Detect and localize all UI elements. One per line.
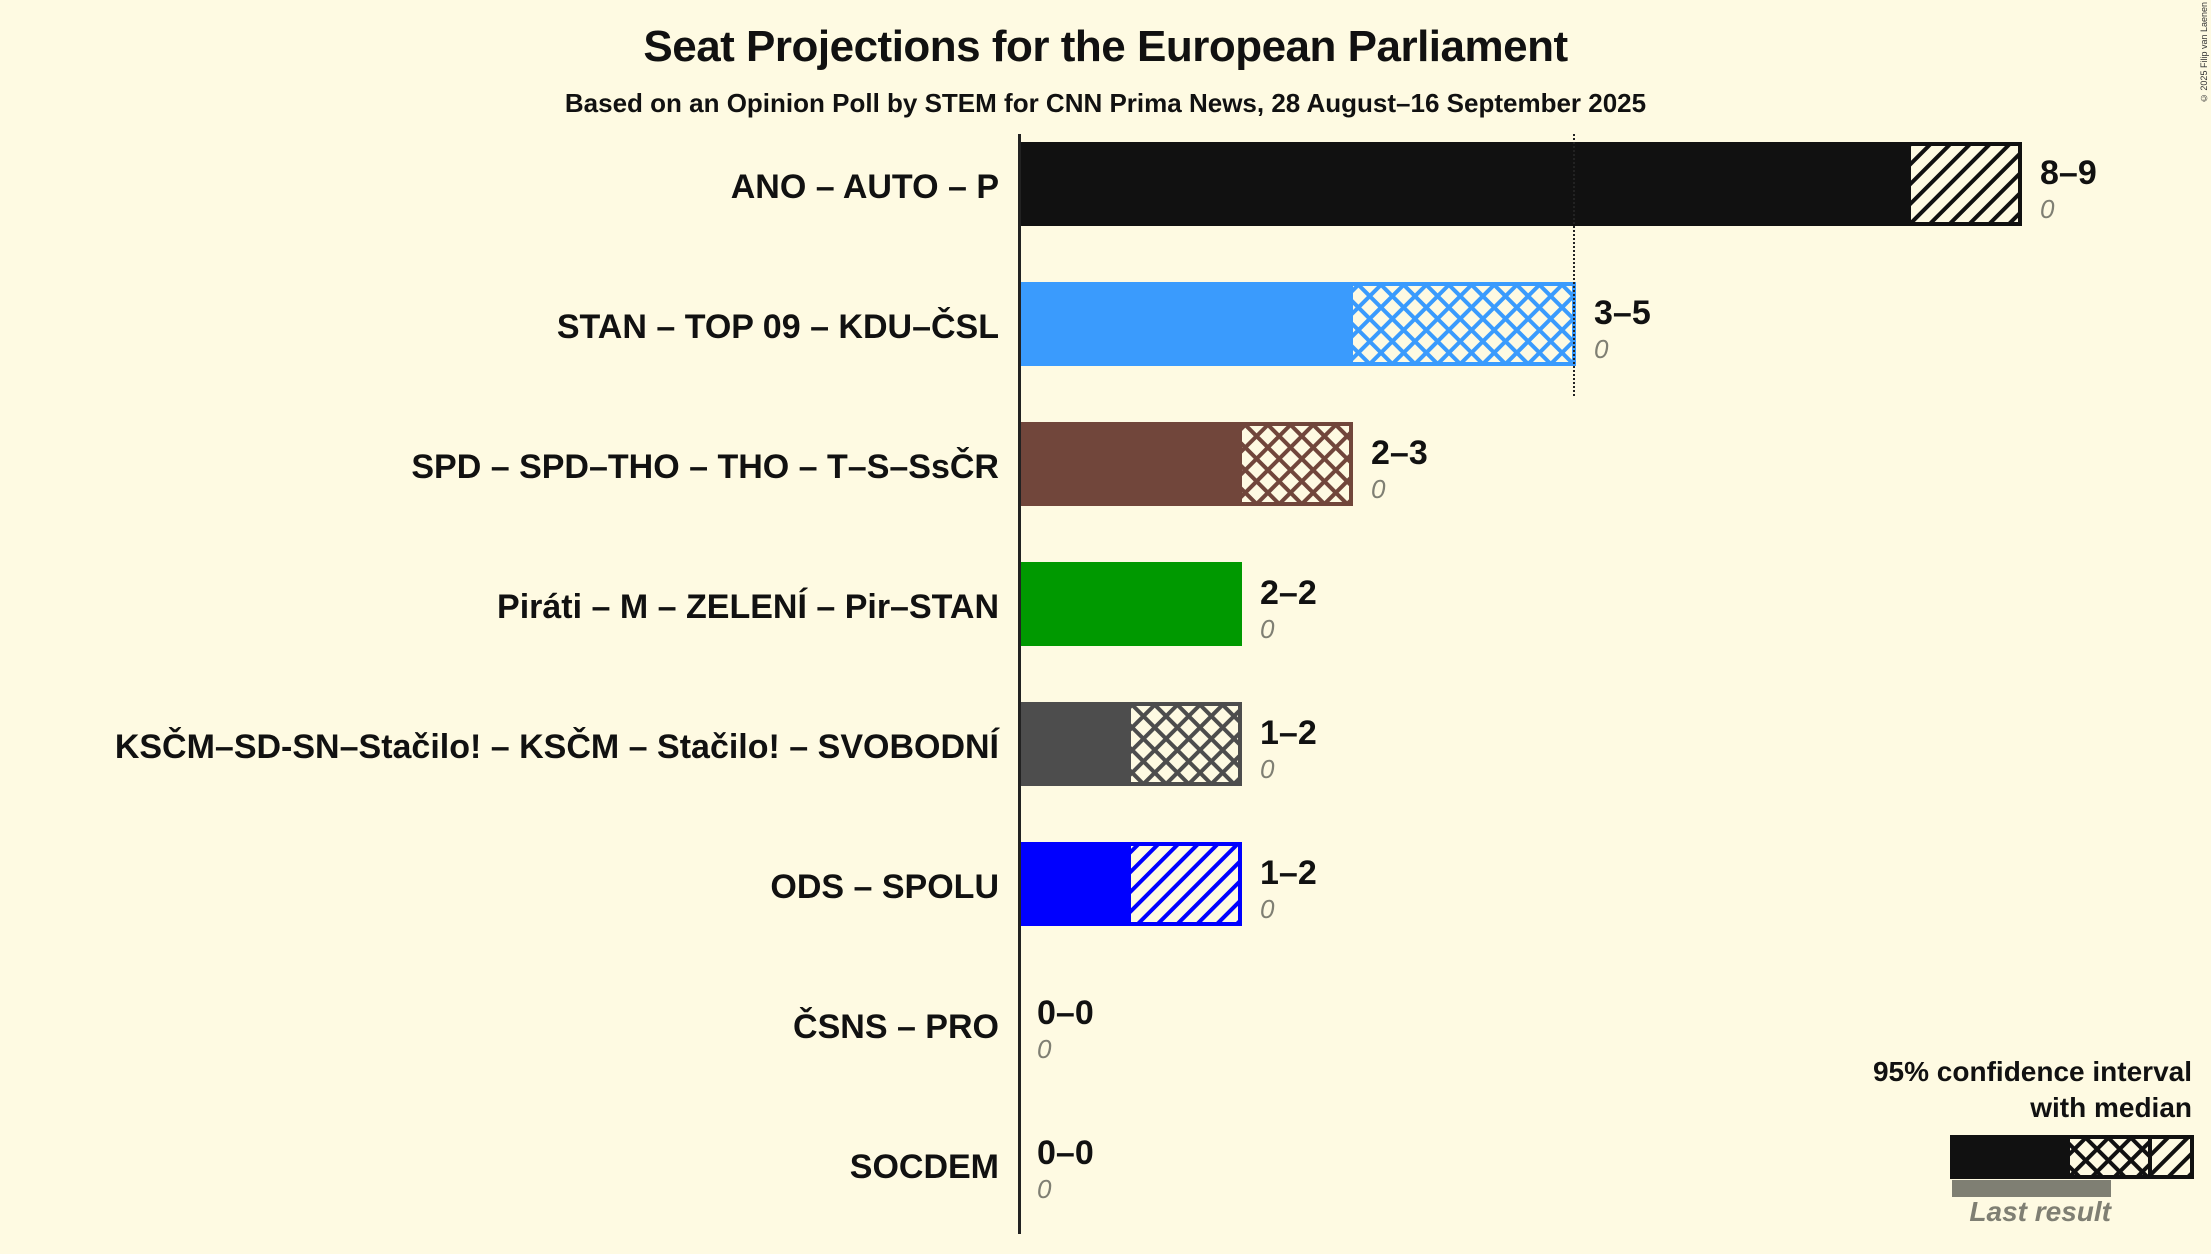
seat-range-label: 2–2: [1260, 574, 1317, 612]
seat-range-label: 3–5: [1594, 294, 1651, 332]
seat-range-bar: [1019, 282, 1576, 366]
legend-title: 95% confidence interval with median: [1873, 1054, 2192, 1126]
party-row: KSČM–SD-SN–Stačilo! – KSČM – Stačilo! – …: [0, 694, 2211, 834]
legend-title-line1: 95% confidence interval: [1872, 1056, 2192, 1087]
party-label: SPD – SPD–THO – THO – T–S–SsČR: [411, 448, 999, 486]
party-row: STAN – TOP 09 – KDU–ČSL 3–5 0: [0, 274, 2211, 414]
party-label: ANO – AUTO – P: [730, 168, 999, 206]
party-row: ODS – SPOLU 1–2 0: [0, 834, 2211, 974]
last-result-label: 0: [1260, 754, 1275, 784]
seat-range-bar: [1019, 562, 1242, 646]
last-result-label: 0: [1037, 1034, 1052, 1064]
party-label: ODS – SPOLU: [770, 868, 999, 906]
last-result-label: 0: [2040, 194, 2055, 224]
last-result-label: 0: [1594, 334, 1609, 364]
party-row: ANO – AUTO – P 8–9 0: [0, 134, 2211, 274]
seat-range-label: 0–0: [1037, 1134, 1094, 1172]
seat-range-bar: [1019, 702, 1242, 786]
legend-last-result-swatch: [1952, 1180, 2111, 1197]
last-result-label: 0: [1260, 614, 1275, 644]
legend-ci-swatch: [1950, 1135, 2194, 1179]
party-row: Piráti – M – ZELENÍ – Pir–STAN 2–2 0: [0, 554, 2211, 694]
party-label: ČSNS – PRO: [793, 1008, 999, 1046]
copyright-notice: © 2025 Filip van Laenen: [2199, 2, 2209, 104]
chart-subtitle: Based on an Opinion Poll by STEM for CNN…: [564, 88, 1647, 118]
last-result-label: 0: [1260, 894, 1275, 924]
legend-title-line2: with median: [2030, 1092, 2192, 1123]
seat-range-bar: [1019, 142, 2022, 226]
seat-range-bar: [1019, 842, 1242, 926]
chart-title: Seat Projections for the European Parlia…: [643, 22, 1568, 71]
last-result-label: 0: [1371, 474, 1386, 504]
party-label: SOCDEM: [849, 1148, 999, 1186]
y-axis-line: [1018, 134, 1021, 1234]
party-row: SPD – SPD–THO – THO – T–S–SsČR 2–3 0: [0, 414, 2211, 554]
majority-reference-line: [1573, 134, 1575, 396]
seat-range-label: 8–9: [2040, 154, 2097, 192]
legend-last-result-label: Last result: [1969, 1196, 2111, 1227]
party-label: Piráti – M – ZELENÍ – Pir–STAN: [497, 588, 999, 626]
party-label: STAN – TOP 09 – KDU–ČSL: [556, 308, 999, 346]
seat-range-bar: [1019, 422, 1353, 506]
party-label: KSČM–SD-SN–Stačilo! – KSČM – Stačilo! – …: [114, 728, 999, 766]
party-row: SOCDEM 0–0 0: [0, 1114, 2211, 1254]
last-result-label: 0: [1037, 1174, 1052, 1204]
seat-range-label: 1–2: [1260, 714, 1317, 752]
seat-range-label: 2–3: [1371, 434, 1428, 472]
seat-range-label: 1–2: [1260, 854, 1317, 892]
seat-range-label: 0–0: [1037, 994, 1094, 1032]
party-row: ČSNS – PRO 0–0 0: [0, 974, 2211, 1114]
